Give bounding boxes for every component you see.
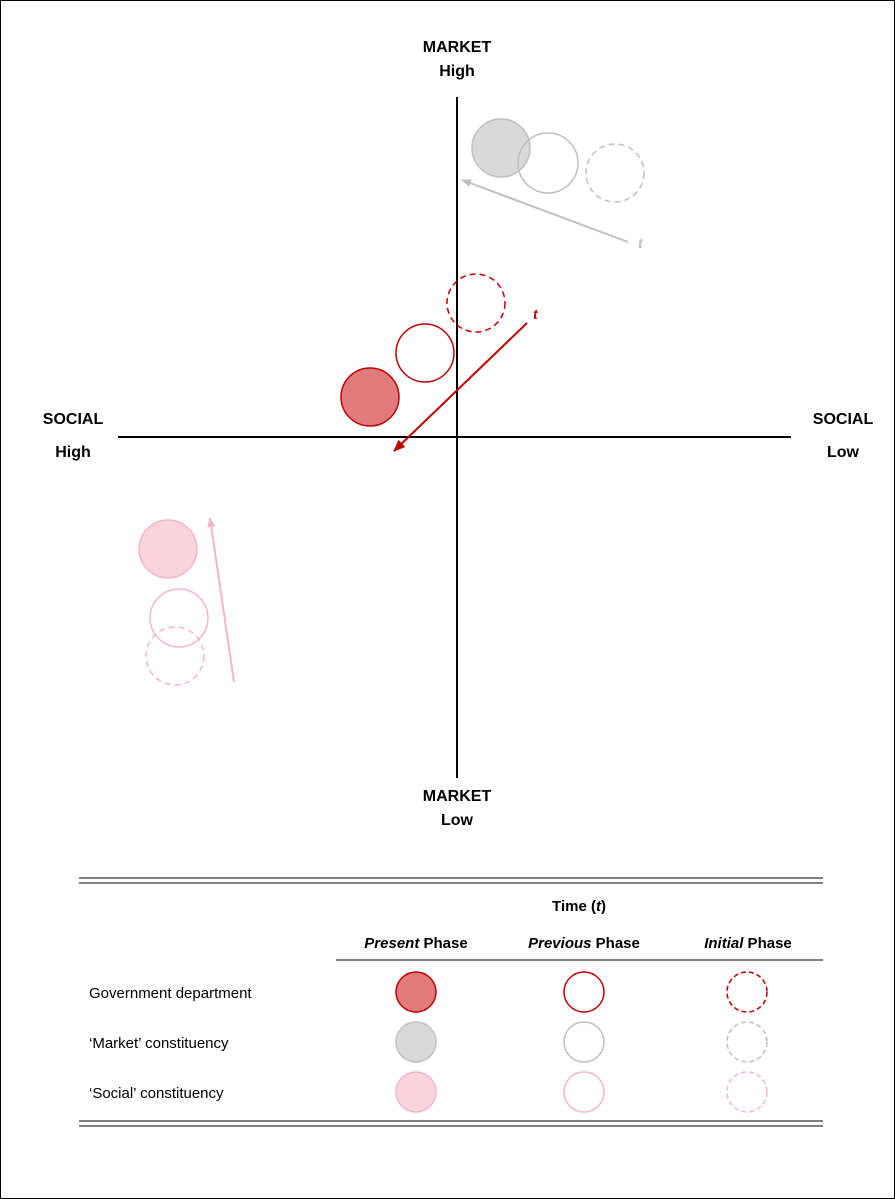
legend-government-present-swatch xyxy=(395,971,437,1013)
social-initial-circle xyxy=(145,626,205,686)
axis-bottom-line1: MARKET xyxy=(423,788,492,805)
legend-market-initial-swatch xyxy=(726,1021,768,1063)
legend-market-previous-swatch xyxy=(563,1021,605,1063)
social-present-circle xyxy=(138,519,198,579)
legend-market-present-swatch xyxy=(395,1021,437,1063)
axis-bottom-line2: Low xyxy=(441,812,474,829)
government-time-label: t xyxy=(533,306,539,322)
government-trajectory-arrow xyxy=(393,322,528,452)
legend-row-label-social: ‘Social’ constituency xyxy=(89,1085,224,1102)
market-initial-circle xyxy=(585,143,645,203)
legend-row-label-market: ‘Market’ constituency xyxy=(89,1035,229,1052)
column-header-present: Present Phase xyxy=(364,935,467,952)
axis-top-line1: MARKET xyxy=(423,39,492,56)
government-initial-circle xyxy=(446,273,506,333)
market-present-circle xyxy=(471,118,531,178)
column-header-initial: Initial Phase xyxy=(704,935,792,952)
axis-top-line2: High xyxy=(439,63,475,80)
axis-left-line2: High xyxy=(55,444,91,461)
axis-right-line2: Low xyxy=(827,444,860,461)
time-heading: Time (t) xyxy=(552,898,606,915)
legend-social-present-swatch xyxy=(395,1071,437,1113)
legend-government-initial-swatch xyxy=(726,971,768,1013)
legend-social-previous-swatch xyxy=(563,1071,605,1113)
column-header-previous: Previous Phase xyxy=(528,935,640,952)
legend-government-previous-swatch xyxy=(563,971,605,1013)
legend-row-label-government: Government department xyxy=(89,985,252,1002)
social-trajectory-arrow xyxy=(207,517,235,683)
legend-social-initial-swatch xyxy=(726,1071,768,1113)
social-previous-circle xyxy=(149,588,209,648)
axis-left-line1: SOCIAL xyxy=(43,411,104,428)
axis-right-line1: SOCIAL xyxy=(813,411,874,428)
government-previous-circle xyxy=(395,323,455,383)
market-time-label: t xyxy=(638,235,644,251)
government-present-circle xyxy=(340,367,400,427)
market-previous-circle xyxy=(517,132,579,194)
market-trajectory-arrow xyxy=(461,179,629,243)
